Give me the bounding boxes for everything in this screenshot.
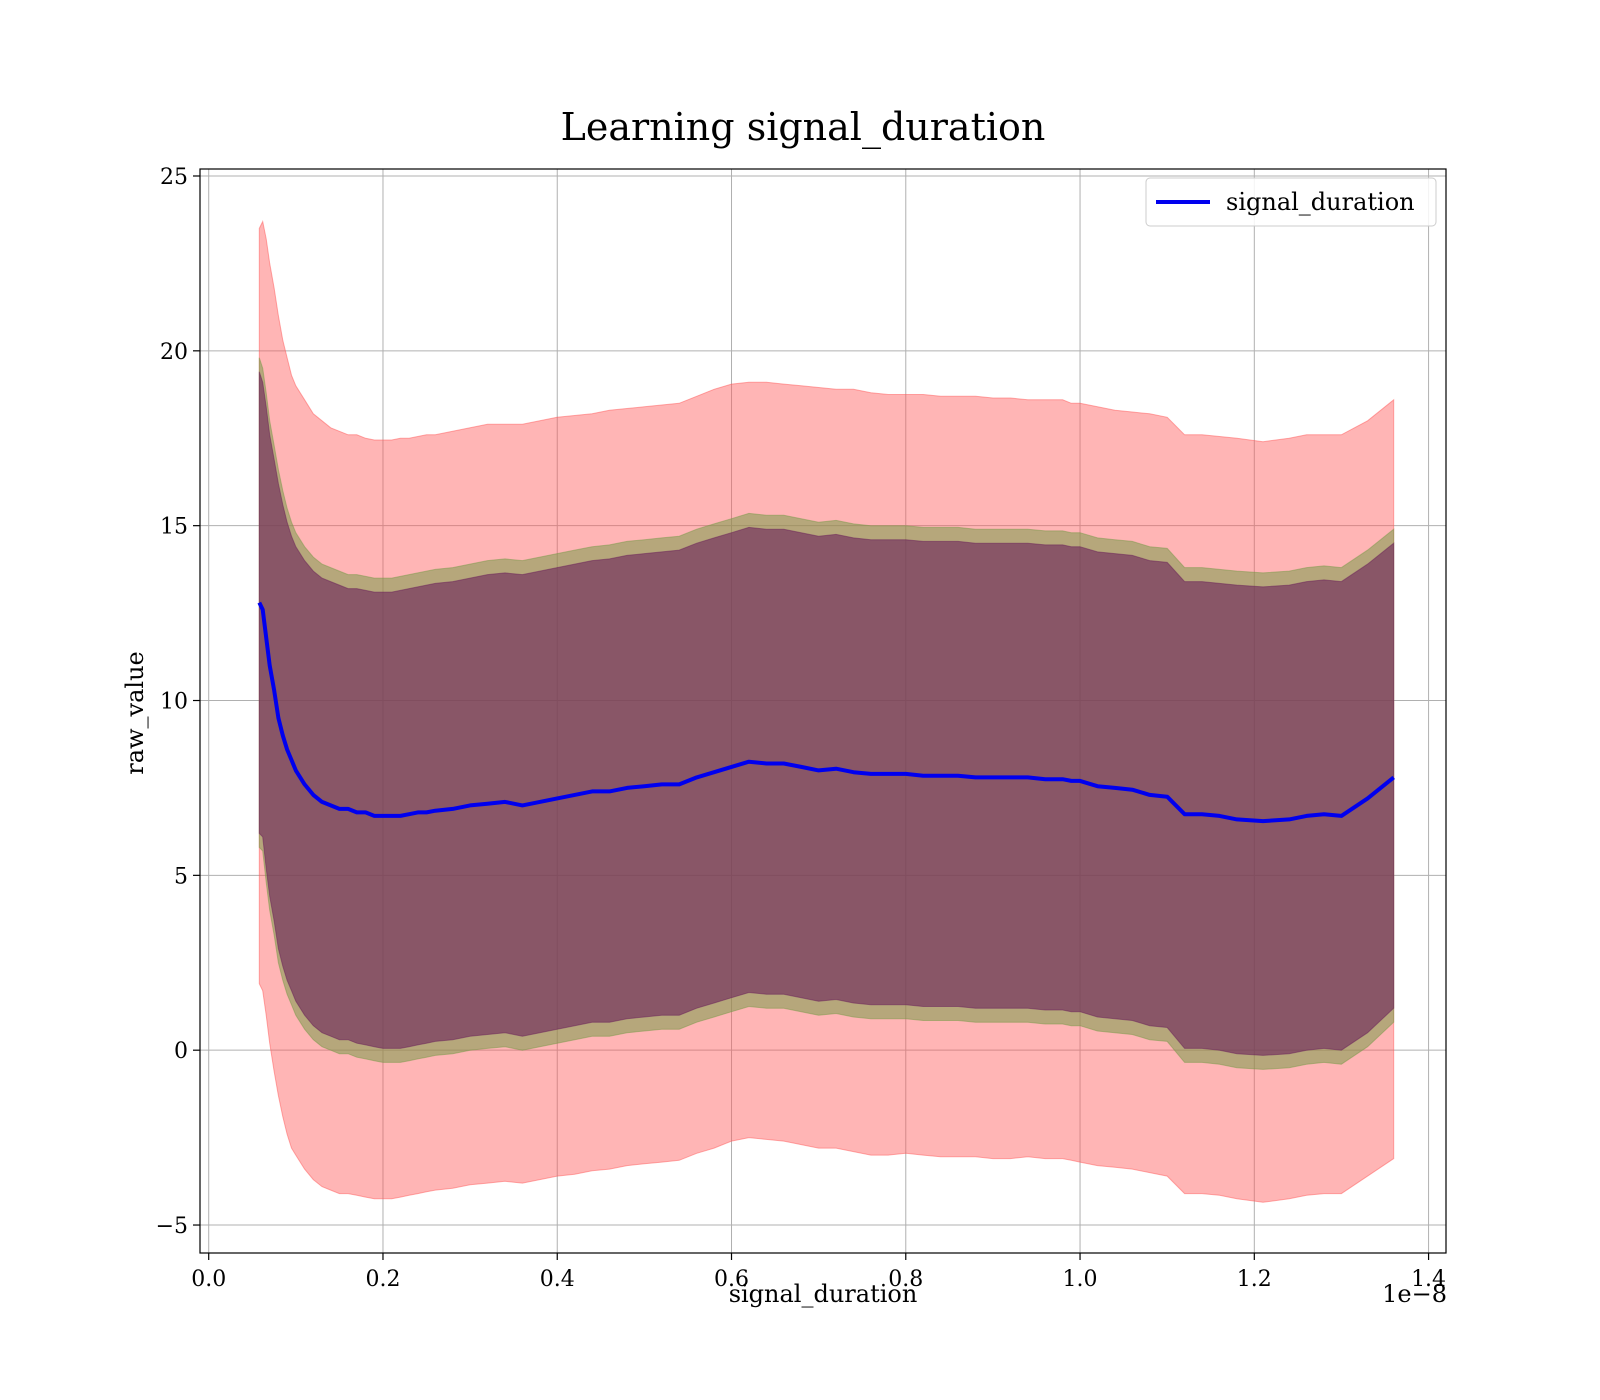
x-tick-label: 1.4 (1411, 1267, 1446, 1292)
plot-frame (199, 168, 1447, 1254)
x-tick-label: 0.0 (191, 1267, 226, 1292)
x-axis-ticks: 0.0 0.2 0.4 0.6 0.8 1.0 1.2 1.4 (191, 1253, 1446, 1292)
legend-box (1145, 177, 1437, 227)
x-tick-label: 0.8 (888, 1267, 923, 1292)
confidence-bands (258, 219, 1395, 1203)
x-tick-label: 0.6 (714, 1267, 749, 1292)
x-tick-label: 0.2 (365, 1267, 400, 1292)
legend-label: signal_duration (1226, 188, 1415, 216)
x-axis-label: signal_duration (729, 1280, 918, 1308)
chart-title: Learning signal_duration (561, 105, 1046, 150)
y-tick-label: 20 (160, 340, 188, 365)
y-axis-ticks: −5 0 5 10 15 20 25 (156, 165, 200, 1239)
x-tick-label: 1.2 (1237, 1267, 1272, 1292)
confidence-band-3 (258, 371, 1395, 1056)
x-tick-label: 0.4 (540, 1267, 575, 1292)
y-tick-label: 5 (174, 864, 188, 889)
y-axis-label: raw_value (121, 651, 149, 775)
series-line-signal_duration (257, 601, 1395, 824)
y-tick-label: 15 (160, 515, 188, 540)
y-tick-label: 0 (174, 1039, 188, 1064)
x-tick-label: 1.0 (1063, 1267, 1098, 1292)
y-tick-label: 25 (160, 165, 188, 190)
legend: signal_duration (1145, 177, 1437, 227)
y-tick-label: 10 (160, 690, 188, 715)
y-tick-label: −5 (156, 1214, 188, 1239)
x-axis-offset-label: 1e−8 (1382, 1280, 1447, 1308)
data-series (257, 601, 1395, 824)
